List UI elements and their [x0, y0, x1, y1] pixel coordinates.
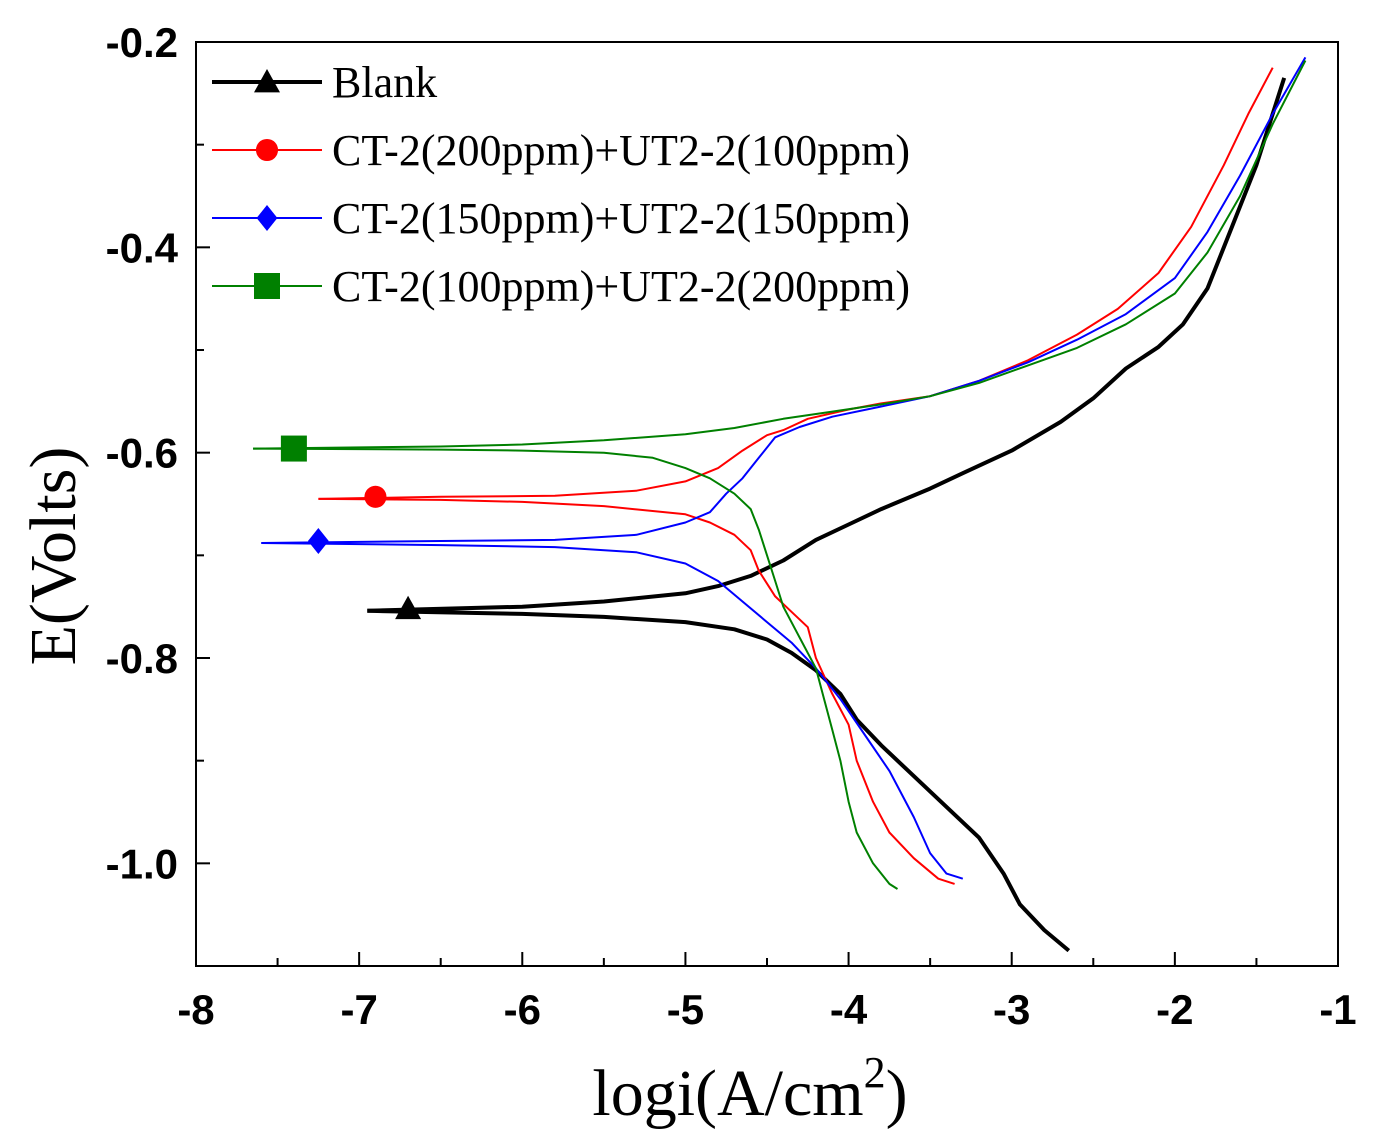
x-tick-label: -3	[993, 986, 1030, 1033]
series-3-cathodic-line	[261, 542, 964, 880]
y-tick-label: -0.4	[106, 224, 179, 271]
legend: Blank CT-2(200ppm)+UT2-2(100ppm) CT-2(150p…	[212, 58, 910, 311]
x-tick-label: -4	[830, 986, 868, 1033]
legend-label: CT-2(150ppm)+UT2-2(150ppm)	[332, 194, 910, 243]
series-1-marker	[395, 595, 422, 620]
y-tick-label: -0.2	[106, 19, 178, 66]
series-3-anodic-line	[261, 56, 1307, 544]
series-3-marker	[307, 527, 329, 554]
x-tick-label: -6	[504, 986, 541, 1033]
x-tick-label: -5	[667, 986, 704, 1033]
legend-label: CT-2(100ppm)+UT2-2(200ppm)	[332, 262, 910, 311]
x-tick-label: -1	[1319, 986, 1356, 1033]
series-4-cathodic-line	[253, 447, 899, 890]
marker-layer	[280, 435, 422, 620]
x-tick-label: -8	[177, 986, 214, 1033]
legend-label: Blank	[332, 58, 437, 107]
x-tick-label: -2	[1156, 986, 1193, 1033]
legend-marker	[256, 205, 278, 231]
x-tick-label: -7	[340, 986, 377, 1033]
series-2-cathodic-line	[318, 497, 955, 885]
series-2-marker	[364, 485, 387, 508]
series-1-cathodic-line	[367, 608, 1071, 953]
series-4-marker	[280, 435, 307, 462]
y-tick-label: -1.0	[106, 840, 178, 887]
x-axis-title: logi(A/cm2)	[592, 1048, 907, 1130]
series-4-anodic-line	[253, 60, 1307, 450]
legend-marker	[254, 273, 280, 299]
legend-label: CT-2(200ppm)+UT2-2(100ppm)	[332, 126, 910, 175]
y-tick-label: -0.6	[106, 430, 178, 477]
legend-marker	[255, 138, 279, 162]
y-tick-labels: -1.0 -0.8 -0.6 -0.4 -0.2	[106, 19, 179, 887]
y-axis-title: E(Volts)	[17, 447, 90, 666]
y-tick-label: -0.8	[106, 635, 178, 682]
legend-marker	[254, 69, 280, 93]
series-1-anodic-line	[367, 77, 1287, 613]
axis-ticks	[195, 41, 1339, 967]
series-layer	[253, 56, 1307, 953]
x-tick-labels: -8 -7 -6 -5 -4 -3 -2 -1	[177, 986, 1356, 1033]
